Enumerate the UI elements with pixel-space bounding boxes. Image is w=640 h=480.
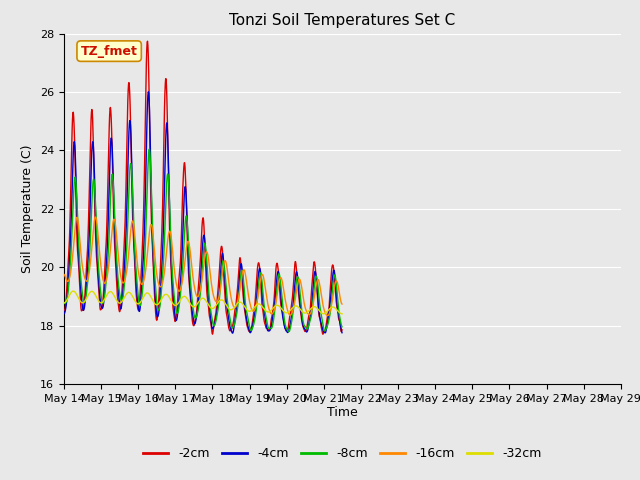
Title: Tonzi Soil Temperatures Set C: Tonzi Soil Temperatures Set C bbox=[229, 13, 456, 28]
Text: TZ_fmet: TZ_fmet bbox=[81, 45, 138, 58]
Y-axis label: Soil Temperature (C): Soil Temperature (C) bbox=[22, 144, 35, 273]
X-axis label: Time: Time bbox=[327, 407, 358, 420]
Legend: -2cm, -4cm, -8cm, -16cm, -32cm: -2cm, -4cm, -8cm, -16cm, -32cm bbox=[138, 443, 547, 465]
